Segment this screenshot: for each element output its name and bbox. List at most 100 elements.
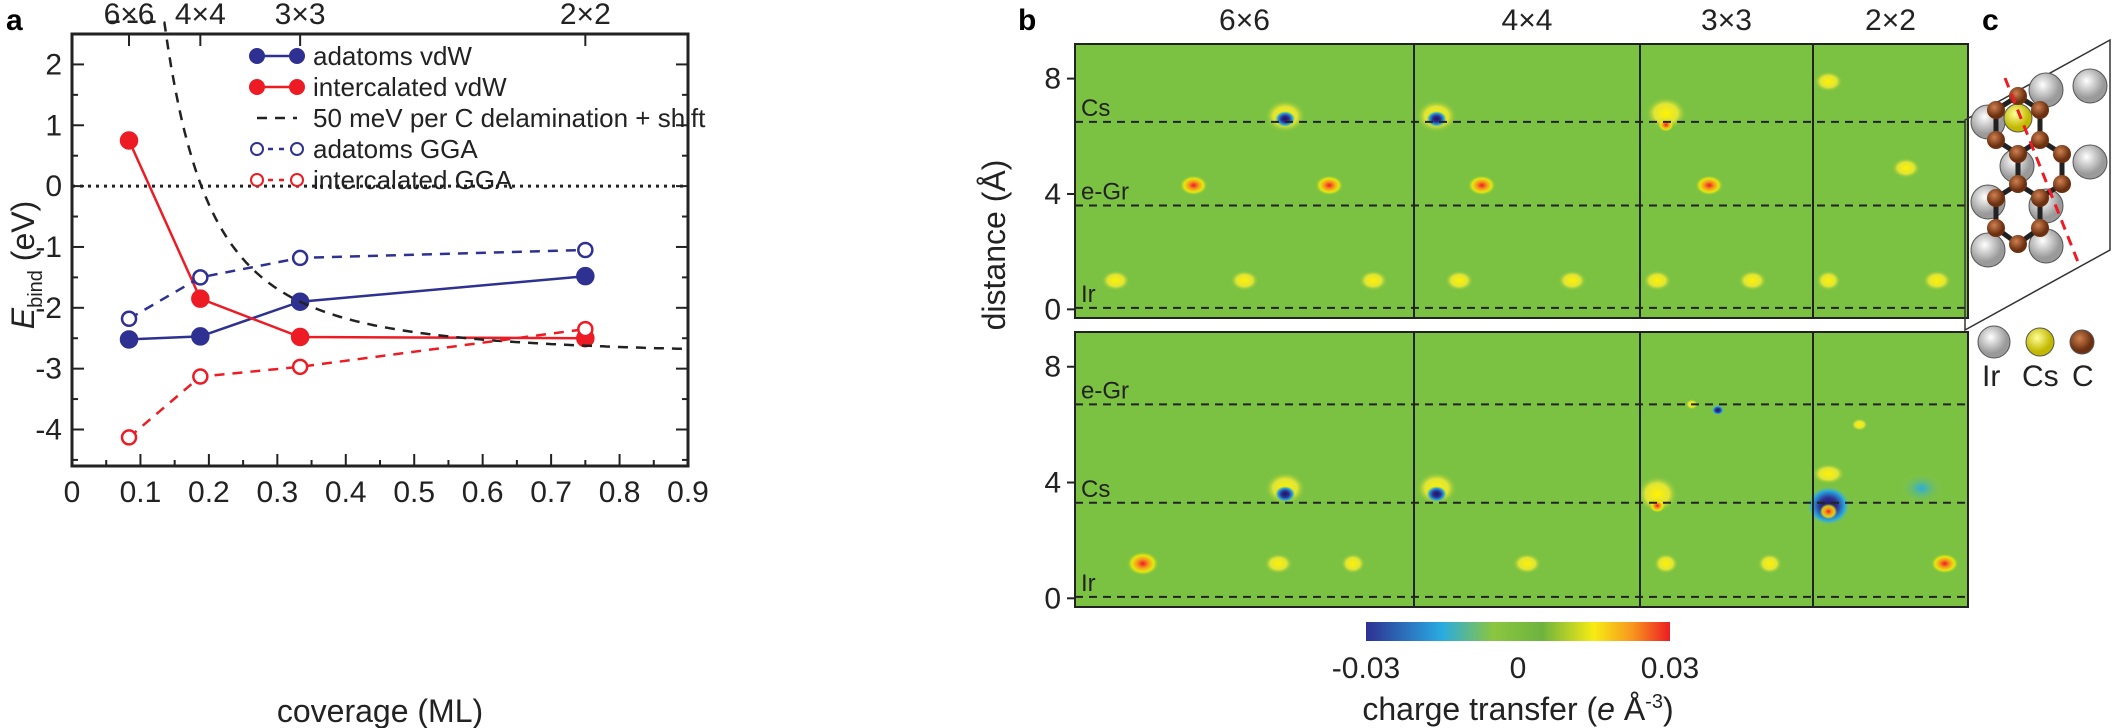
y-tick-label: -4 xyxy=(35,413,62,446)
layer-label: e-Gr xyxy=(1081,179,1129,206)
charge-blob xyxy=(1230,270,1259,291)
data-point xyxy=(119,330,139,349)
series-line xyxy=(109,20,689,351)
map-column-label: 6×6 xyxy=(1219,4,1270,37)
map-y-tick-label: 4 xyxy=(1044,178,1061,211)
data-point xyxy=(191,327,210,346)
charge-blob xyxy=(1426,110,1447,127)
legend-marker xyxy=(290,142,304,156)
charge-blob xyxy=(1711,405,1724,416)
charge-blob xyxy=(1558,270,1587,291)
y-axis-title-symbol: E xyxy=(5,307,41,329)
y-tick-label: 2 xyxy=(45,48,62,81)
legend-ir-label: Ir xyxy=(1982,360,2000,393)
legend-marker xyxy=(289,48,305,64)
x-tick-label: 0.7 xyxy=(530,476,572,509)
layer-label: Cs xyxy=(1081,476,1110,503)
charge-blob xyxy=(1275,110,1296,127)
panel-a-letter: a xyxy=(6,4,23,37)
legend-label: adatoms GGA xyxy=(313,134,478,164)
top-tick-label: 6×6 xyxy=(104,0,155,31)
y-axis-title-subscript: bind xyxy=(25,270,47,308)
data-point xyxy=(291,249,309,267)
layer-label: e-Gr xyxy=(1081,377,1129,404)
data-point xyxy=(191,289,210,308)
panel-c-letter: c xyxy=(1982,4,1999,37)
charge-blob xyxy=(1851,418,1868,431)
data-point xyxy=(576,266,595,286)
x-tick-label: 0.8 xyxy=(599,476,641,509)
charge-blob xyxy=(1643,270,1672,291)
charge-blob xyxy=(1816,270,1841,291)
data-point xyxy=(291,358,309,376)
top-tick-label: 2×2 xyxy=(560,0,611,31)
x-tick-label: 0.4 xyxy=(325,476,367,509)
legend-cs-atom xyxy=(2025,327,2055,357)
charge-blob xyxy=(1657,117,1674,132)
charge-blob xyxy=(1359,270,1388,291)
legend-c-atom xyxy=(2069,329,2095,355)
charge-blob xyxy=(1930,553,1959,574)
layer-label: Cs xyxy=(1081,95,1110,122)
cs-atom xyxy=(2003,103,2033,133)
colorbar-tick-label: 0.03 xyxy=(1641,652,1699,685)
charge-blob xyxy=(1513,553,1541,574)
charge-blob xyxy=(1892,158,1920,179)
charge-blob xyxy=(1264,553,1293,574)
x-tick-label: 0.6 xyxy=(462,476,504,509)
top-tick-label: 3×3 xyxy=(275,0,326,31)
charge-map-panel xyxy=(1640,44,1813,318)
charge-blob xyxy=(1923,270,1951,291)
legend-marker xyxy=(250,173,264,187)
maps-y-axis-title: distance (Å) xyxy=(976,160,1012,331)
y-tick-label: 0 xyxy=(45,170,62,203)
top-tick-label: 4×4 xyxy=(175,0,226,31)
data-point xyxy=(120,429,138,446)
x-tick-label: 0.5 xyxy=(393,476,435,509)
maps-y-axis-title-text: distance (Å) xyxy=(976,160,1012,331)
legend-marker xyxy=(249,79,265,95)
legend-marker xyxy=(289,79,305,95)
map-column-label: 2×2 xyxy=(1865,4,1916,37)
charge-maps: 6×6 4×4 3×3 2×2 Cs e-Gr Ir 0 4 8 e-Gr Cs Ir 0 4 8 dista… xyxy=(976,4,1969,727)
charge-map-grid: 6×6 4×4 3×3 2×2 Cs e-Gr Ir 0 4 8 e-Gr Cs Ir 0 4 8 xyxy=(1044,4,1969,615)
charge-blob xyxy=(1315,175,1344,196)
structure-diagram: Ir Cs C xyxy=(1964,38,2111,393)
charge-blob xyxy=(1819,503,1838,520)
line-chart: 0 0.1 0.2 0.3 0.4 0.5 0.6 0.7 0.8 0.9 2 1 0 -1 -2 -3 -4 6… xyxy=(5,0,709,728)
charge-blob xyxy=(1126,551,1159,576)
colorbar xyxy=(1366,622,1670,641)
charge-blob xyxy=(1812,463,1845,484)
charge-blob xyxy=(1426,486,1447,503)
map-y-tick-label: 8 xyxy=(1044,63,1061,96)
ir-atoms xyxy=(1970,68,2108,268)
y-axis-title: Ebind (eV) xyxy=(5,201,47,330)
y-tick-label: -2 xyxy=(35,292,62,325)
x-tick-label: 0.2 xyxy=(188,476,230,509)
series-line xyxy=(127,139,586,340)
x-tick-label: 0.9 xyxy=(667,476,709,509)
charge-blob xyxy=(1179,175,1208,196)
charge-blob xyxy=(1814,71,1843,92)
x-axis-title: coverage (ML) xyxy=(277,693,483,728)
x-tick-label: 0 xyxy=(64,476,81,509)
charge-blob xyxy=(1653,553,1678,574)
charge-blob xyxy=(1738,270,1767,291)
x-tick-label: 0.1 xyxy=(120,476,162,509)
charge-blob xyxy=(1899,472,1944,505)
data-point xyxy=(120,310,138,328)
charge-blob xyxy=(1467,175,1496,196)
data-point xyxy=(577,320,594,338)
y-tick-label: 1 xyxy=(45,109,62,142)
colorbar-tick-label: -0.03 xyxy=(1332,652,1400,685)
colorbar-label: charge transfer (e Å-3) xyxy=(1362,691,1673,727)
x-tick-label: 0.3 xyxy=(256,476,298,509)
series-line xyxy=(128,248,586,320)
data-point xyxy=(119,131,139,150)
charge-blob xyxy=(1445,270,1474,291)
chart-series-group xyxy=(109,20,689,446)
legend-c-label: C xyxy=(2072,360,2094,393)
y-tick-label: -1 xyxy=(35,231,62,264)
charge-blob xyxy=(1649,498,1666,513)
